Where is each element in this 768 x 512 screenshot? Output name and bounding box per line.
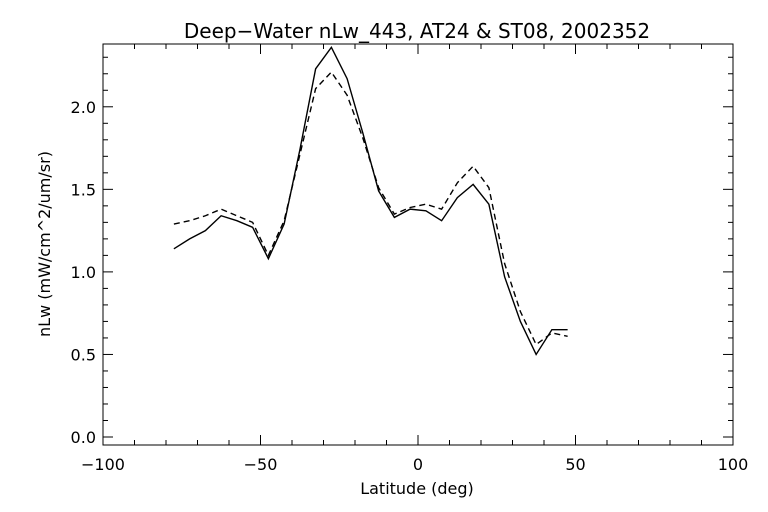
y-tick-label: 1.0 — [71, 263, 96, 282]
y-tick-label: 2.0 — [71, 98, 96, 117]
x-tick-label: −50 — [244, 455, 278, 474]
series-solid-line — [173, 46, 568, 356]
x-tick-label: −100 — [81, 455, 125, 474]
plot-frame — [102, 43, 734, 446]
series-group — [173, 46, 568, 356]
x-axis-label: Latitude (deg) — [360, 479, 474, 498]
x-tick-label: 50 — [565, 455, 585, 474]
series-dashed-line — [173, 71, 568, 346]
y-axis-label: nLw (mW/cm^2/um/sr) — [35, 151, 54, 337]
x-tick-label: 100 — [718, 455, 749, 474]
chart-title: Deep−Water nLw_443, AT24 & ST08, 2002352 — [184, 19, 650, 43]
x-tick-label: 0 — [413, 455, 423, 474]
y-tick-label: 0.5 — [71, 345, 96, 364]
y-tick-label: 1.5 — [71, 180, 96, 199]
y-tick-label: 0.0 — [71, 428, 96, 447]
axis-ticks: −100 −50 0 50 100 0.0 0.5 1.0 1.5 2.0 — [71, 44, 749, 474]
